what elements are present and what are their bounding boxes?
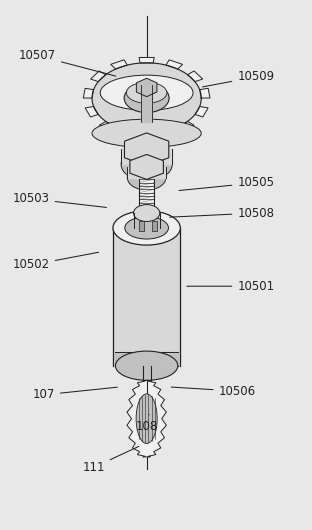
- Text: 10502: 10502: [13, 252, 99, 271]
- Text: 10508: 10508: [170, 207, 274, 219]
- Ellipse shape: [113, 211, 180, 245]
- Text: 10501: 10501: [187, 280, 274, 293]
- Ellipse shape: [100, 75, 193, 110]
- Text: 111: 111: [82, 446, 139, 474]
- Polygon shape: [127, 167, 166, 178]
- Ellipse shape: [134, 205, 160, 222]
- Text: 10509: 10509: [202, 70, 274, 87]
- Polygon shape: [90, 71, 106, 82]
- Polygon shape: [139, 57, 154, 63]
- Polygon shape: [127, 381, 166, 457]
- Polygon shape: [141, 85, 152, 122]
- Text: 10506: 10506: [171, 385, 256, 398]
- Text: 108: 108: [135, 414, 158, 433]
- Polygon shape: [136, 78, 157, 96]
- Text: 107: 107: [32, 387, 117, 401]
- Polygon shape: [111, 60, 127, 69]
- Polygon shape: [130, 154, 163, 180]
- Polygon shape: [139, 179, 154, 213]
- Polygon shape: [124, 131, 140, 139]
- Polygon shape: [83, 89, 94, 98]
- Ellipse shape: [115, 351, 178, 381]
- Bar: [152, 221, 157, 231]
- Polygon shape: [178, 121, 194, 131]
- Polygon shape: [99, 121, 115, 131]
- Ellipse shape: [127, 165, 166, 190]
- Polygon shape: [92, 63, 201, 133]
- Polygon shape: [121, 149, 172, 164]
- Ellipse shape: [136, 394, 157, 444]
- Polygon shape: [113, 228, 180, 366]
- Polygon shape: [153, 131, 169, 139]
- Ellipse shape: [134, 219, 160, 236]
- Text: 10507: 10507: [19, 49, 116, 76]
- Polygon shape: [124, 133, 169, 166]
- Polygon shape: [200, 89, 210, 98]
- Polygon shape: [143, 366, 151, 399]
- Ellipse shape: [121, 148, 172, 181]
- Polygon shape: [166, 60, 183, 69]
- Polygon shape: [188, 71, 203, 82]
- Ellipse shape: [126, 82, 167, 103]
- Text: 10503: 10503: [13, 192, 106, 207]
- Polygon shape: [195, 107, 208, 117]
- Polygon shape: [115, 352, 178, 366]
- Ellipse shape: [125, 217, 168, 239]
- Text: 10505: 10505: [179, 176, 274, 190]
- Polygon shape: [85, 107, 98, 117]
- Bar: [139, 221, 144, 231]
- Polygon shape: [134, 213, 160, 228]
- Ellipse shape: [92, 119, 201, 147]
- Ellipse shape: [124, 84, 169, 112]
